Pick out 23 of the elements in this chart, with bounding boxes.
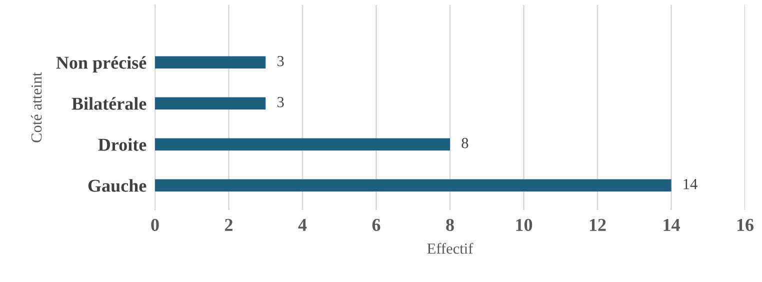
data-label: 3 (277, 56, 284, 66)
y-tick-label: Droite (98, 138, 146, 151)
data-label: 8 (462, 138, 468, 148)
data-label: 3 (277, 96, 284, 108)
bar (155, 56, 266, 69)
x-tick-label: 6 (372, 218, 380, 232)
data-label: 14 (684, 178, 698, 190)
bar (155, 97, 266, 110)
y-tick-label: Gauche (88, 179, 146, 192)
x-axis-title: Effectif (427, 242, 474, 254)
bar (155, 179, 672, 192)
x-tick-label: 14 (664, 218, 680, 231)
x-tick-label: 16 (737, 218, 754, 232)
bar (155, 138, 450, 151)
x-tick-label: 12 (590, 218, 606, 231)
x-tick-label: 0 (151, 218, 159, 232)
y-axis-title: Coté atteint (30, 72, 42, 142)
x-tick-label: 4 (298, 218, 307, 231)
y-tick-label: Non précisé (56, 56, 146, 73)
y-tick-label: Bilatérale (72, 97, 146, 110)
x-tick-label: 10 (516, 218, 532, 232)
x-tick-label: 8 (446, 218, 454, 232)
x-tick-label: 2 (224, 218, 232, 231)
